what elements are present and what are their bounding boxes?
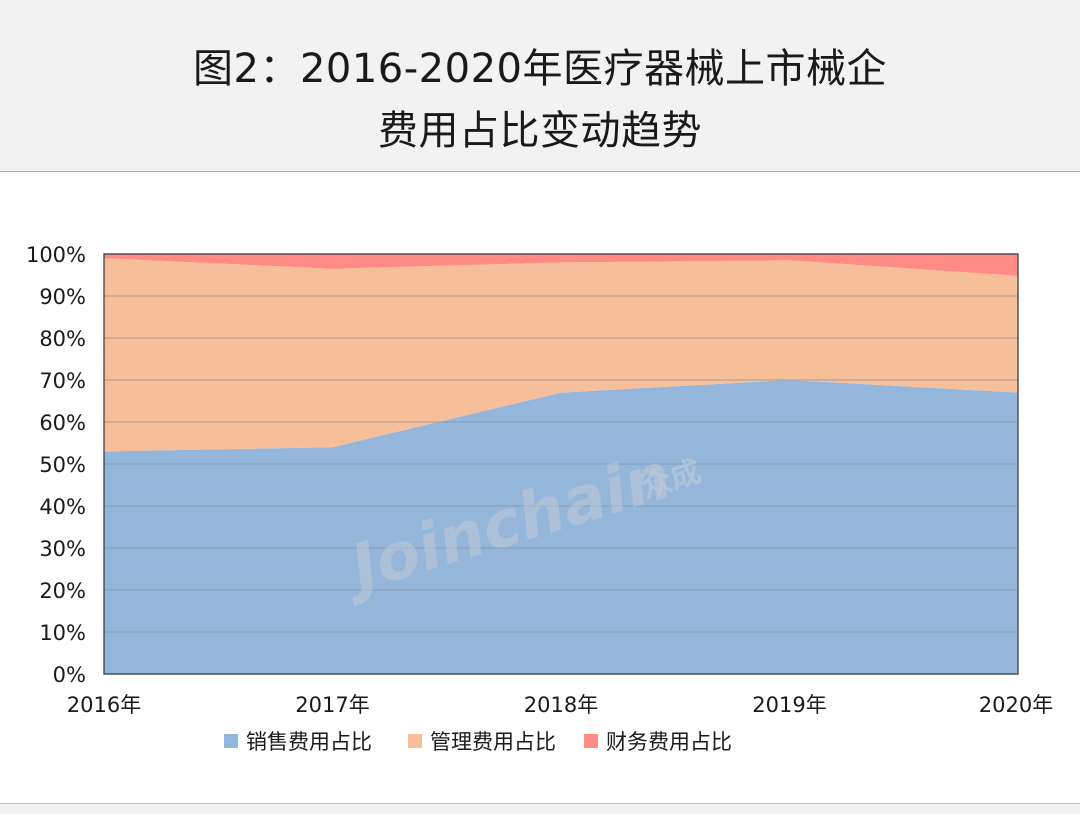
y-tick-label: 10% [39, 621, 86, 645]
title-band: 图2：2016-2020年医疗器械上市械企 费用占比变动趋势 [0, 0, 1080, 172]
y-tick-label: 30% [39, 537, 86, 561]
y-tick-label: 0% [53, 663, 86, 687]
plot-frame [103, 253, 1019, 675]
legend-swatch-2 [408, 734, 422, 748]
chart-title-line-2: 费用占比变动趋势 [378, 108, 702, 154]
area-series-3 [104, 254, 1018, 276]
y-tick-label: 60% [39, 411, 86, 435]
x-tick-label: 2016年 [67, 693, 141, 717]
area-layers [104, 254, 1018, 674]
y-tick-label: 100% [26, 243, 86, 267]
legend-label-2: 管理费用占比 [430, 730, 556, 754]
x-tick-label: 2020年 [979, 693, 1053, 717]
y-tick-label: 70% [39, 369, 86, 393]
legend-label-1: 销售费用占比 [246, 730, 372, 754]
y-tick-label: 20% [39, 579, 86, 603]
x-tick-label: 2018年 [524, 693, 598, 717]
area-series-1 [104, 380, 1018, 674]
y-tick-label: 50% [39, 453, 86, 477]
chart-title-line-1: 图2：2016-2020年医疗器械上市械企 [193, 46, 887, 92]
legend-swatch-1 [224, 734, 238, 748]
x-tick-label: 2019年 [752, 693, 826, 717]
legend-label-3: 财务费用占比 [606, 730, 732, 754]
y-tick-label: 80% [39, 327, 86, 351]
footer-band [0, 803, 1080, 814]
y-tick-label: 40% [39, 495, 86, 519]
legend: 销售费用占比 管理费用占比 财务费用占比 [224, 730, 732, 754]
y-tick-label: 90% [39, 285, 86, 309]
x-tick-label: 2017年 [295, 693, 369, 717]
legend-swatch-3 [584, 734, 598, 748]
stacked-area-chart: Joinchain众成0%10%20%30%40%50%60%70%80%90%… [26, 243, 1053, 754]
area-series-2 [104, 258, 1018, 452]
